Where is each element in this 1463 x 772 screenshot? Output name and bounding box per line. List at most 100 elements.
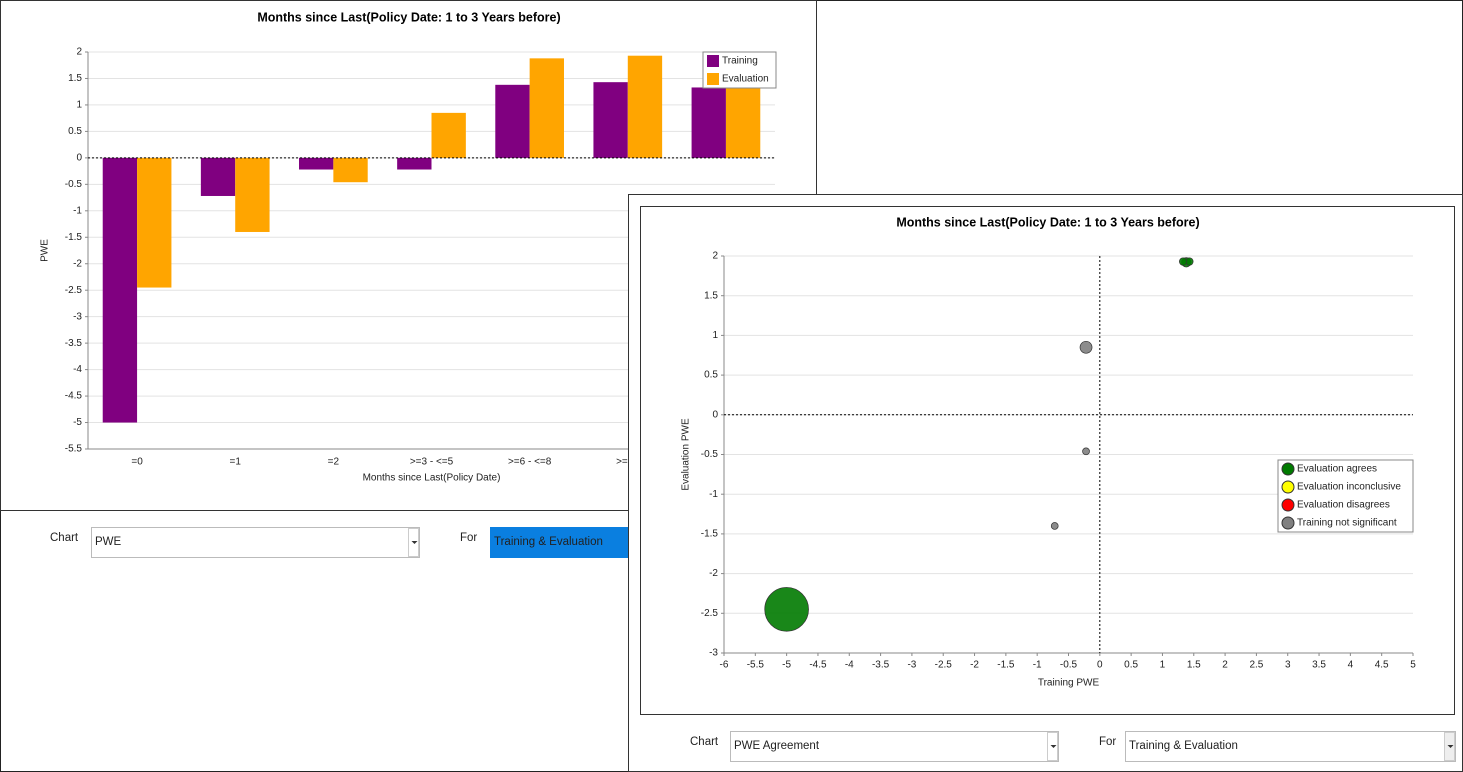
y-tick-label: 0 bbox=[712, 409, 718, 420]
dropdown-field[interactable] bbox=[490, 527, 629, 558]
legend-label: Training not significant bbox=[1297, 518, 1397, 529]
x-tick-label: 3 bbox=[1285, 660, 1291, 671]
control-label: Chart bbox=[50, 532, 79, 544]
legend-swatch bbox=[1281, 480, 1295, 494]
x-tick-label: 3.5 bbox=[1312, 660, 1326, 671]
bar bbox=[495, 84, 530, 158]
legend: Training Evaluation bbox=[702, 51, 777, 89]
legend-swatch bbox=[707, 73, 719, 85]
dropdown-value[interactable]: Training & Evaluation bbox=[494, 536, 603, 548]
dropdown[interactable]: PWE Agreement bbox=[730, 731, 1059, 762]
x-tick-label: -1.5 bbox=[997, 660, 1015, 671]
x-tick-label: 0.5 bbox=[1124, 660, 1138, 671]
bar bbox=[397, 157, 432, 170]
x-tick-label: 0 bbox=[1097, 660, 1103, 671]
y-tick-label: -4.5 bbox=[65, 391, 83, 402]
x-tick-label: >=3 - <=5 bbox=[410, 457, 454, 468]
bar bbox=[431, 112, 466, 158]
x-tick-label: 2.5 bbox=[1249, 660, 1263, 671]
legend-swatch bbox=[1281, 516, 1295, 530]
y-tick-label: 1 bbox=[76, 100, 82, 111]
bar bbox=[299, 157, 334, 170]
bubble bbox=[1050, 522, 1059, 530]
bar-panel: -5.5 -5 -4.5 -4 -3.5 -3 -2.5 -2 -1.5 -1 -0.5 0 0.5 1 1… bbox=[0, 0, 817, 558]
bar bbox=[200, 157, 236, 196]
dropdown[interactable]: PWE bbox=[91, 527, 420, 558]
bar bbox=[102, 157, 138, 423]
x-tick-label: =2 bbox=[328, 457, 340, 468]
x-tick-label: -4 bbox=[845, 660, 854, 671]
x-tick-label: -1 bbox=[1033, 660, 1042, 671]
dropdown-arrow[interactable] bbox=[411, 541, 418, 544]
chart-title: Months since Last(Policy Date: 1 to 3 Ye… bbox=[896, 215, 1199, 229]
x-tick-label: >=6 - <=8 bbox=[508, 457, 552, 468]
dropdown-field[interactable] bbox=[91, 527, 420, 558]
x-tick-label: -6 bbox=[720, 660, 729, 671]
y-tick-label: 1.5 bbox=[704, 290, 718, 301]
y-axis-title: PWE bbox=[40, 239, 51, 262]
dropdown-value[interactable]: Training & Evaluation bbox=[1129, 740, 1238, 752]
bubble bbox=[1079, 340, 1093, 354]
x-tick-label: 5 bbox=[1410, 660, 1416, 671]
legend-box bbox=[1277, 459, 1414, 533]
y-tick-label: -1.5 bbox=[701, 529, 719, 540]
x-tick-label: -5.5 bbox=[747, 660, 765, 671]
dropdown-value[interactable]: PWE bbox=[95, 536, 122, 548]
y-tick-label: -5.5 bbox=[65, 444, 83, 455]
legend: Evaluation agrees Evaluation inconclusive… bbox=[1277, 459, 1414, 533]
bar bbox=[691, 87, 726, 158]
y-tick-label: -0.5 bbox=[701, 449, 719, 460]
dropdown-arrow[interactable] bbox=[1050, 745, 1057, 748]
legend-swatch bbox=[707, 55, 719, 67]
x-axis-title: Months since Last(Policy Date) bbox=[363, 473, 501, 484]
x-tick-label: 1.5 bbox=[1187, 660, 1201, 671]
dropdown-arrow[interactable] bbox=[1447, 745, 1454, 748]
y-tick-label: -3.5 bbox=[65, 338, 83, 349]
x-tick-label: -0.5 bbox=[1060, 660, 1078, 671]
x-tick-label: =0 bbox=[131, 457, 143, 468]
bar bbox=[333, 157, 368, 183]
x-tick-label: =1 bbox=[230, 457, 242, 468]
legend-label: Training bbox=[722, 56, 758, 67]
x-tick-label: 1 bbox=[1160, 660, 1166, 671]
control-label: For bbox=[1099, 736, 1116, 748]
y-tick-label: -2 bbox=[73, 258, 82, 269]
bar bbox=[529, 58, 564, 158]
legend-label: Evaluation agrees bbox=[1297, 464, 1377, 475]
y-tick-label: -4 bbox=[73, 364, 82, 375]
x-tick-label: 4.5 bbox=[1375, 660, 1389, 671]
x-tick-label: -5 bbox=[782, 660, 791, 671]
y-tick-label: 2 bbox=[76, 47, 82, 58]
y-tick-label: 2 bbox=[712, 251, 718, 262]
dropdown-value[interactable]: PWE Agreement bbox=[734, 740, 820, 752]
x-tick-label: -2.5 bbox=[935, 660, 953, 671]
bubble bbox=[1179, 257, 1188, 266]
y-tick-label: 1.5 bbox=[68, 73, 82, 84]
x-axis-title: Training PWE bbox=[1038, 678, 1100, 689]
dropdown-field[interactable] bbox=[730, 731, 1059, 762]
y-tick-label: -5 bbox=[73, 417, 82, 428]
legend-swatch bbox=[1281, 498, 1295, 512]
y-tick-label: -1 bbox=[73, 205, 82, 216]
bubble bbox=[764, 587, 809, 632]
x-tick-label: -3.5 bbox=[872, 660, 890, 671]
control-label: Chart bbox=[690, 736, 719, 748]
x-tick-label: -2 bbox=[970, 660, 979, 671]
y-tick-label: 1 bbox=[712, 330, 718, 341]
y-tick-label: -3 bbox=[709, 648, 718, 659]
y-tick-label: -1.5 bbox=[65, 232, 83, 243]
x-tick-label: -4.5 bbox=[809, 660, 827, 671]
x-tick-label: >=9 - bbox=[616, 457, 639, 468]
dropdown[interactable]: Training & Evaluation bbox=[1125, 731, 1456, 762]
dropdown-field[interactable] bbox=[1125, 731, 1456, 762]
chart-title: Months since Last(Policy Date: 1 to 3 Ye… bbox=[257, 10, 560, 24]
legend-label: Evaluation inconclusive bbox=[1297, 482, 1401, 493]
bar bbox=[627, 55, 663, 158]
y-tick-label: -3 bbox=[73, 311, 82, 322]
dropdown[interactable]: Training & Evaluation bbox=[490, 527, 629, 558]
y-tick-label: 0.5 bbox=[68, 126, 82, 137]
bar bbox=[593, 82, 628, 158]
y-axis-title: Evaluation PWE bbox=[681, 418, 692, 491]
control-label: For bbox=[460, 532, 477, 544]
